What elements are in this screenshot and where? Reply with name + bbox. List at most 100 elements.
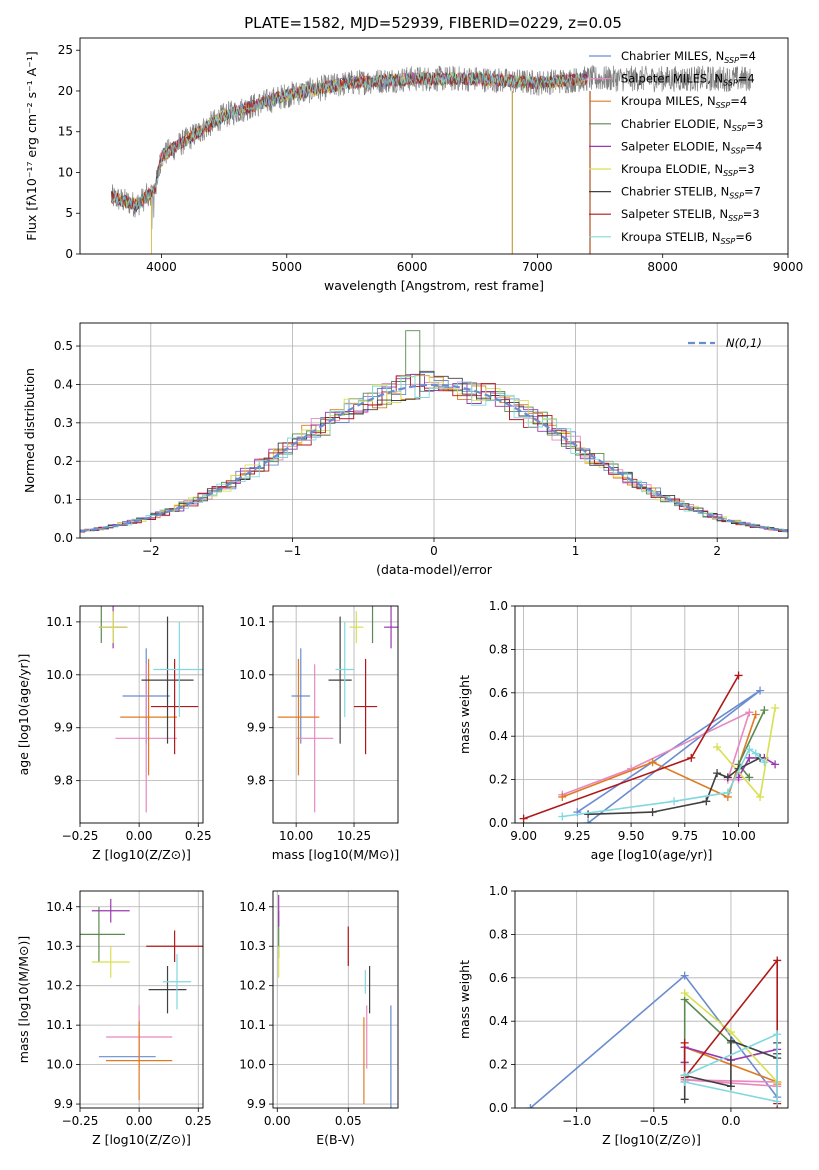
error-point-4 bbox=[80, 906, 125, 963]
legend-entry-7: Chabrier STELIB, NSSP=7 bbox=[621, 185, 761, 201]
mass-weight-vs-age-panel: 9.00 9.25 9.50 9.75 10.00 0.0 0.2 0.4 0.6 0.8 1.0 a… bbox=[457, 599, 789, 862]
legend-subscript: SSP bbox=[723, 79, 738, 88]
y-tick-label: 0.5 bbox=[54, 339, 73, 353]
y-tick-label: 10.3 bbox=[239, 939, 266, 953]
plot-area bbox=[110, 64, 751, 254]
y-axis-label: Normed distribution bbox=[22, 368, 37, 493]
x-tick-label: 0.00 bbox=[126, 1114, 153, 1128]
plot-area bbox=[98, 606, 203, 813]
error-point-3 bbox=[277, 658, 320, 776]
legend-suffix: =4 bbox=[745, 139, 762, 153]
series-marker bbox=[726, 1036, 735, 1045]
legend-label: Chabrier MILES, N bbox=[621, 49, 724, 63]
series-marker bbox=[745, 773, 754, 782]
error-point-4 bbox=[371, 606, 374, 644]
legend-label: Salpeter STELIB, N bbox=[621, 207, 728, 221]
x-tick-label: 0.00 bbox=[264, 1114, 291, 1128]
legend-suffix: =4 bbox=[739, 49, 756, 63]
legend-suffix: =4 bbox=[730, 94, 747, 108]
grid bbox=[79, 606, 203, 823]
y-tick-label: 0.2 bbox=[54, 454, 73, 468]
series-6 bbox=[713, 703, 780, 801]
legend-entry-normal: N(0,1) bbox=[726, 336, 762, 350]
series-line bbox=[576, 689, 761, 823]
legend-subscript: SSP bbox=[723, 169, 738, 178]
x-tick-label: 0 bbox=[430, 544, 438, 558]
x-axis-label: E(B-V) bbox=[316, 1132, 355, 1147]
x-axis-label: wavelength [Angstrom, rest frame] bbox=[324, 278, 544, 293]
y-tick-label: 9.9 bbox=[247, 721, 266, 735]
x-tick-label: −2 bbox=[142, 544, 160, 558]
x-tick-label: 9.00 bbox=[510, 829, 537, 843]
x-tick-label: 0.25 bbox=[185, 1114, 212, 1128]
data-spectrum-line bbox=[110, 64, 751, 230]
ticks: −0.25 0.00 0.25 9.8 9.9 10.0 10.1 bbox=[46, 615, 211, 843]
error-point-5 bbox=[91, 898, 130, 923]
grid bbox=[273, 606, 398, 823]
x-tick-label: 1 bbox=[572, 544, 580, 558]
error-point-9 bbox=[153, 621, 203, 718]
y-tick-label: 10.1 bbox=[239, 1018, 266, 1032]
x-tick-label: 9000 bbox=[773, 260, 804, 274]
x-tick-label: 0.05 bbox=[335, 1114, 362, 1128]
error-point-6 bbox=[98, 611, 128, 644]
x-axis-label: Z [log10(Z/Z⊙)] bbox=[92, 1132, 191, 1147]
y-tick-label: 0.4 bbox=[489, 729, 508, 743]
legend-label: Kroupa MILES, N bbox=[621, 94, 716, 108]
error-point-5 bbox=[384, 606, 398, 649]
y-tick-label: 10.2 bbox=[46, 979, 73, 993]
legend-entry-9: Kroupa STELIB, NSSP=6 bbox=[621, 230, 752, 246]
series-marker bbox=[713, 743, 722, 752]
error-point-8 bbox=[150, 658, 199, 755]
y-tick-label: 0.4 bbox=[489, 1014, 508, 1028]
normal-reference-curve bbox=[80, 383, 788, 533]
age-vs-mass-panel: 10.00 10.25 9.8 9.9 10.0 10.1 mass [log10(M/M⊙… bbox=[239, 605, 399, 862]
axes-frame bbox=[79, 37, 789, 255]
series-4 bbox=[734, 706, 769, 782]
ticks: 4000 5000 6000 7000 8000 9000 0 5 10 15 20 25 bbox=[58, 43, 804, 274]
x-axis-label: Z [log10(Z/Z⊙)] bbox=[92, 847, 191, 862]
series-marker bbox=[771, 703, 780, 712]
legend-suffix: =4 bbox=[738, 72, 755, 86]
y-tick-label: 10.0 bbox=[239, 1058, 266, 1072]
series-marker bbox=[756, 686, 765, 695]
x-tick-label: 9.75 bbox=[671, 829, 698, 843]
series-7 bbox=[584, 753, 765, 819]
series-marker bbox=[771, 760, 780, 769]
y-axis-label: mass [log10(M/M⊙)] bbox=[16, 936, 31, 1064]
y-tick-label: 15 bbox=[58, 125, 73, 139]
y-axis-label: mass weight bbox=[457, 675, 472, 754]
plot-area bbox=[277, 606, 398, 813]
legend-label: Salpeter ELODIE, N bbox=[621, 139, 731, 153]
plot-area bbox=[526, 956, 782, 1108]
legend-entry-1: Chabrier MILES, NSSP=4 bbox=[621, 49, 756, 65]
y-tick-label: 0.0 bbox=[54, 531, 73, 545]
model-spectrum-line-9 bbox=[110, 70, 588, 212]
y-tick-label: 0.0 bbox=[489, 1101, 508, 1115]
error-point-7 bbox=[148, 965, 187, 1014]
legend-suffix: =3 bbox=[743, 207, 760, 221]
series-marker bbox=[680, 988, 689, 997]
error-point-2 bbox=[115, 664, 177, 813]
series-marker bbox=[519, 814, 528, 823]
error-point-2 bbox=[296, 664, 334, 813]
y-tick-label: 10.3 bbox=[46, 939, 73, 953]
y-tick-label: 0.0 bbox=[489, 816, 508, 830]
y-tick-label: 0.8 bbox=[489, 927, 508, 941]
plot-area bbox=[519, 671, 780, 823]
series-marker bbox=[760, 758, 769, 767]
x-tick-label: −1 bbox=[284, 544, 302, 558]
legend-label: Salpeter MILES, N bbox=[621, 72, 723, 86]
series-marker bbox=[713, 769, 722, 778]
legend: N(0,1) bbox=[688, 336, 762, 350]
series-marker bbox=[670, 797, 679, 806]
x-tick-label: 0.0 bbox=[721, 1114, 740, 1128]
series-marker bbox=[584, 810, 593, 819]
y-axis-label: Flux [fλ10⁻¹⁷ erg cm⁻² s⁻¹ A⁻¹] bbox=[24, 51, 39, 240]
x-tick-label: 9.25 bbox=[564, 829, 591, 843]
legend-entry-8: Salpeter STELIB, NSSP=3 bbox=[621, 207, 760, 223]
y-tick-label: 9.8 bbox=[247, 774, 266, 788]
legend-label: Kroupa STELIB, N bbox=[621, 230, 721, 244]
series-marker bbox=[526, 1104, 535, 1108]
